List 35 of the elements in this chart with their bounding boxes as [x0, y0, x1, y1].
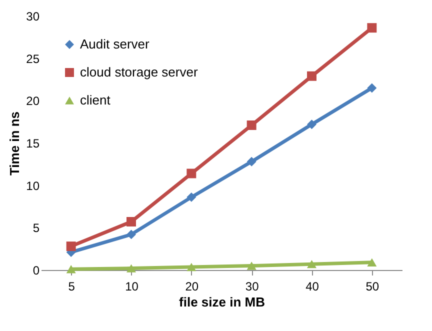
legend-label: Audit server — [80, 36, 150, 52]
y-tick-label: 25 — [26, 52, 40, 66]
point — [246, 120, 256, 130]
point — [186, 192, 196, 202]
y-axis-title: Time in ns — [7, 111, 22, 176]
point — [246, 262, 256, 270]
point — [367, 23, 377, 33]
point — [186, 168, 196, 178]
point — [66, 242, 76, 252]
x-axis-title: file size in MB — [179, 294, 265, 310]
x-tick-label: 10 — [125, 280, 139, 294]
y-tick-label: 20 — [26, 94, 40, 108]
legend-label: client — [80, 92, 111, 108]
point — [307, 260, 316, 268]
x-tick-label: 50 — [366, 280, 380, 294]
x-tick-label: 30 — [245, 280, 260, 294]
point — [367, 258, 377, 266]
y-tick-label: 10 — [26, 178, 40, 193]
y-tick-label: 5 — [32, 221, 40, 236]
point — [307, 71, 316, 81]
point — [246, 156, 256, 166]
point — [66, 265, 76, 274]
point — [126, 264, 136, 272]
y-tick-label: 15 — [26, 136, 40, 150]
point — [186, 262, 196, 272]
y-tick-label: 30 — [26, 10, 40, 24]
point — [367, 83, 377, 93]
x-tick-label: 5 — [68, 280, 76, 294]
point — [126, 216, 136, 226]
x-tick-label: 40 — [306, 280, 320, 294]
x-tick-label: 20 — [185, 280, 199, 294]
legend-label: cloud storage server — [80, 64, 198, 80]
y-tick-label: 0 — [32, 264, 40, 278]
point — [126, 230, 136, 240]
point — [307, 120, 316, 130]
